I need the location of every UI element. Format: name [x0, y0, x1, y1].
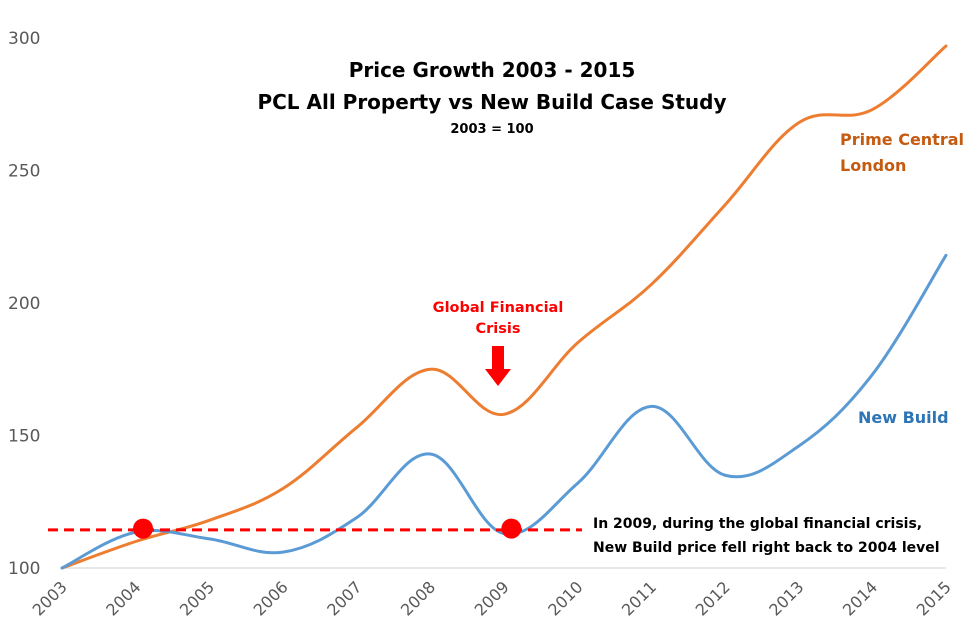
- reference-layer: [48, 518, 582, 539]
- series-line-pcl: [60, 44, 948, 570]
- series-label-pcl: Prime Central London: [840, 130, 964, 175]
- y-tick-label: 300: [8, 29, 40, 49]
- x-tick-label: 2014: [839, 577, 881, 619]
- y-tick-label: 150: [8, 427, 40, 447]
- chart-index-note: 2003 = 100: [450, 122, 533, 137]
- gfc-annotation-line-1: Global Financial: [433, 300, 564, 316]
- x-tick-label: 2009: [471, 577, 513, 619]
- note-annotation-line-2: New Build price fell right back to 2004 …: [593, 540, 940, 556]
- series-label-pcl-line-1: Prime Central: [840, 130, 964, 149]
- gfc-annotation-line-2: Crisis: [476, 321, 521, 337]
- series-label-new-build: New Build: [858, 408, 949, 427]
- highlight-point-2004: [133, 518, 154, 539]
- note-annotation: In 2009, during the global financial cri…: [593, 516, 940, 556]
- down-arrow-icon: [485, 346, 511, 386]
- x-tick-label: 2011: [618, 577, 660, 619]
- chart-subtitle-text: PCL All Property vs New Build Case Study: [257, 90, 726, 114]
- series-label-pcl-line-2: London: [840, 156, 906, 175]
- chart-title-text: Price Growth 2003 - 2015: [349, 58, 636, 82]
- x-tick-label: 2007: [323, 577, 365, 619]
- y-tick-label: 100: [8, 559, 40, 579]
- y-tick-label: 200: [8, 294, 40, 314]
- x-tick-label: 2013: [765, 577, 807, 619]
- x-tick-label: 2005: [176, 577, 218, 619]
- chart-title: Price Growth 2003 - 2015 PCL All Propert…: [257, 58, 726, 137]
- x-tick-label: 2012: [692, 577, 734, 619]
- gfc-annotation: Global Financial Crisis: [433, 300, 564, 386]
- x-tick-label: 2004: [102, 577, 144, 619]
- x-tick-label: 2010: [544, 577, 586, 619]
- x-tick-label: 2006: [250, 577, 292, 619]
- y-axis: 100 150 200 250 300: [8, 29, 40, 579]
- x-tick-label: 2008: [397, 577, 439, 619]
- highlight-point-2009: [501, 518, 522, 539]
- y-tick-label: 250: [8, 162, 40, 182]
- note-annotation-line-1: In 2009, during the global financial cri…: [593, 516, 922, 532]
- x-tick-label: 2015: [913, 577, 955, 619]
- x-axis: 2003 2004 2005 2006 2007 2008 2009 2010 2011 2012…: [29, 577, 955, 619]
- x-tick-label: 2003: [29, 577, 71, 619]
